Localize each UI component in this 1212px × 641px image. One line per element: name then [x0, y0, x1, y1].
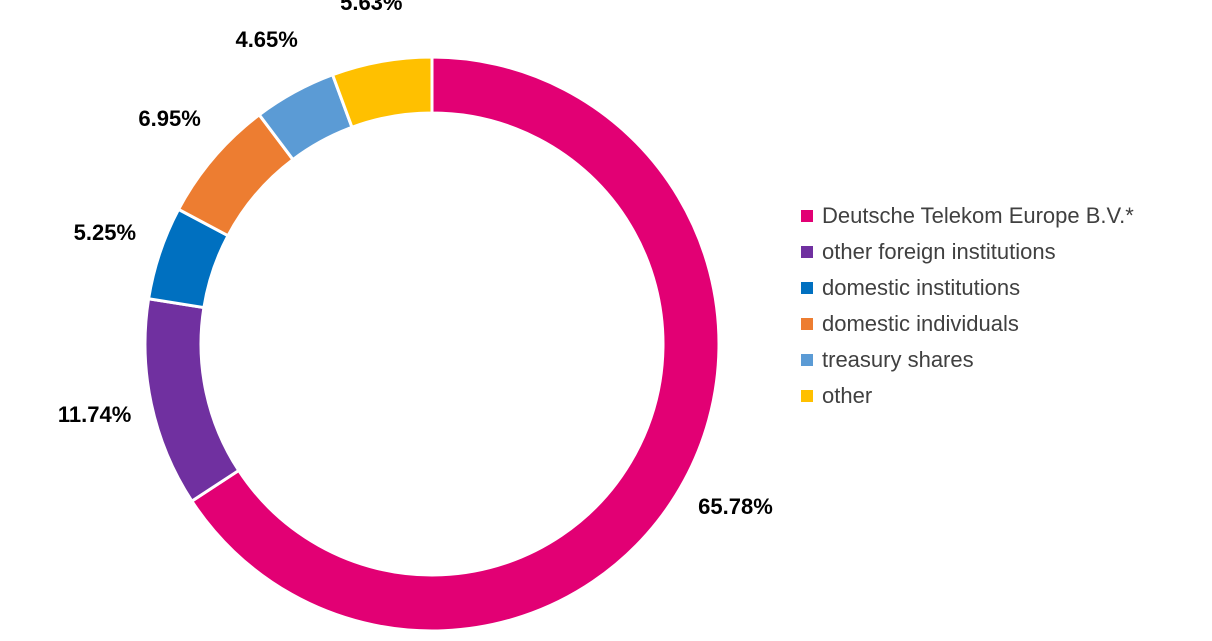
data-label: 65.78% [698, 494, 773, 519]
legend-swatch [801, 246, 813, 258]
data-label: 4.65% [235, 27, 297, 52]
legend-swatch [801, 282, 813, 294]
data-label: 5.63% [340, 0, 402, 15]
donut-segment [143, 297, 241, 504]
data-label: 6.95% [138, 106, 200, 131]
donut-segment [330, 55, 434, 130]
legend-swatch [801, 210, 813, 222]
data-label: 5.25% [74, 220, 136, 245]
legend-swatch [801, 318, 813, 330]
data-label: 11.74% [58, 402, 131, 427]
legend-label: treasury shares [822, 347, 974, 372]
legend-label: domestic institutions [822, 275, 1020, 300]
legend-swatch [801, 354, 813, 366]
donut-segment [189, 55, 721, 633]
legend-label: Deutsche Telekom Europe B.V.* [822, 203, 1134, 228]
legend-label: domestic individuals [822, 311, 1019, 336]
legend-label: other [822, 383, 872, 408]
legend-label: other foreign institutions [822, 239, 1056, 264]
legend-swatch [801, 390, 813, 402]
